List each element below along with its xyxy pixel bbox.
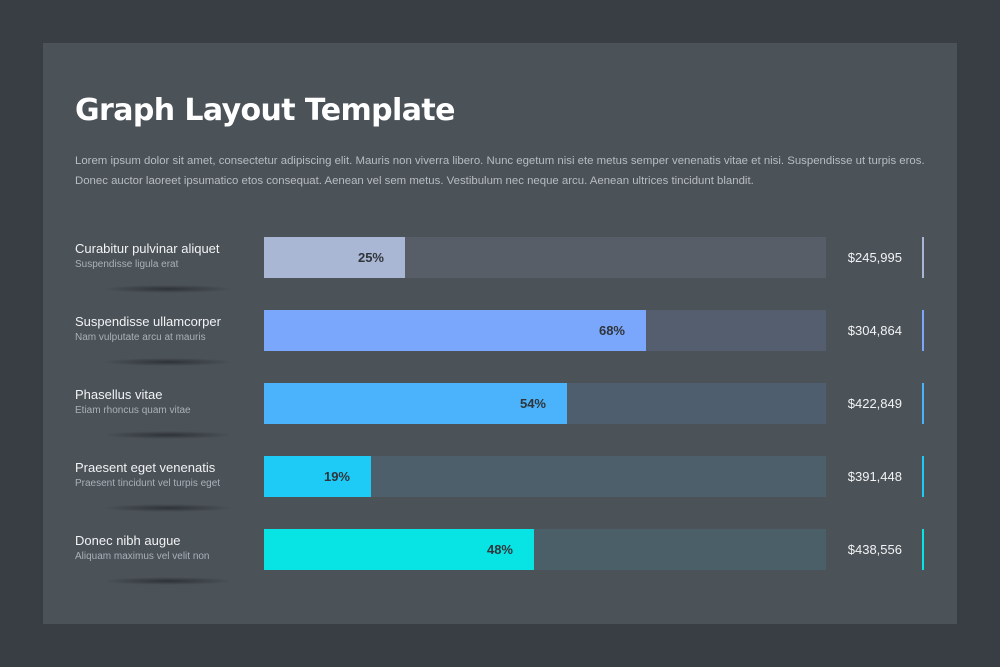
bar-track: 54% <box>264 383 826 424</box>
category-label: Curabitur pulvinar aliquet <box>75 241 220 256</box>
category-sublabel: Suspendisse ligula erat <box>75 259 179 270</box>
description-text: Lorem ipsum dolor sit amet, consectetur … <box>75 155 925 187</box>
label-shadow <box>103 431 233 439</box>
label-shadow <box>103 504 233 512</box>
amount-label: $391,448 <box>847 469 902 484</box>
bar-value-label: 25% <box>357 250 384 265</box>
amount-label: $245,995 <box>847 250 902 265</box>
page-title: Graph Layout Template <box>75 93 455 128</box>
bar <box>264 456 371 497</box>
amount-label: $422,849 <box>847 396 902 411</box>
infographic-card: Graph Layout Template Lorem ipsum dolor … <box>43 43 957 624</box>
row-accent-marker <box>922 529 924 570</box>
row-accent-marker <box>922 310 924 351</box>
chart-row: Suspendisse ullamcorper Nam vulputate arc… <box>43 310 957 370</box>
bar-value-label: 19% <box>323 469 350 484</box>
chart-row: Praesent eget venenatis Praesent tincidun… <box>43 456 957 516</box>
category-label: Praesent eget venenatis <box>75 460 216 475</box>
category-sublabel: Praesent tincidunt vel turpis eget <box>75 478 221 489</box>
chart-row: Donec nibh augue Aliquam maximus vel veli… <box>43 529 957 589</box>
bar-value-label: 68% <box>598 323 625 338</box>
bar-track: 25% <box>264 237 826 278</box>
label-shadow <box>103 358 233 366</box>
bar <box>264 310 646 351</box>
row-accent-marker <box>922 237 924 278</box>
category-sublabel: Nam vulputate arcu at mauris <box>75 332 206 343</box>
bar-track: 68% <box>264 310 826 351</box>
bar <box>264 529 534 570</box>
bar-value-label: 48% <box>486 542 513 557</box>
bar-track: 19% <box>264 456 826 497</box>
category-sublabel: Aliquam maximus vel velit non <box>75 551 210 562</box>
row-accent-marker <box>922 383 924 424</box>
bar-track: 48% <box>264 529 826 570</box>
category-sublabel: Etiam rhoncus quam vitae <box>75 405 191 416</box>
label-shadow <box>103 577 233 585</box>
chart-row: Curabitur pulvinar aliquet Suspendisse li… <box>43 237 957 297</box>
category-label: Donec nibh augue <box>75 533 181 548</box>
bar <box>264 237 405 278</box>
amount-label: $438,556 <box>847 542 902 557</box>
amount-label: $304,864 <box>847 323 902 338</box>
category-label: Phasellus vitae <box>75 387 163 402</box>
category-label: Suspendisse ullamcorper <box>75 314 221 329</box>
bar <box>264 383 567 424</box>
row-accent-marker <box>922 456 924 497</box>
chart-row: Phasellus vitae Etiam rhoncus quam vitae 5… <box>43 383 957 443</box>
label-shadow <box>103 285 233 293</box>
bar-value-label: 54% <box>519 396 546 411</box>
